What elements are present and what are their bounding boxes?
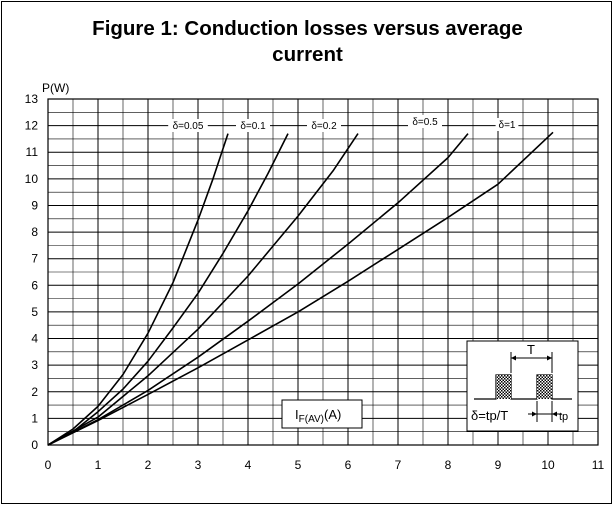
x-axis-label-unit: (A) <box>324 407 341 422</box>
duty-cycle-inset: T δ=tp/T tp <box>466 340 579 432</box>
x-tick-label: 11 <box>592 458 605 472</box>
y-tick-label: 5 <box>31 305 38 319</box>
chart-title-line-2: current <box>272 43 343 66</box>
series-lines: δ=0.05 δ=0.1 δ=0.2 δ=0.5 δ=1 <box>47 115 554 446</box>
y-tick-label: 4 <box>31 332 38 346</box>
series-label-bg <box>408 115 442 128</box>
x-axis-label-box: IF(AV)(A) <box>281 399 363 429</box>
x-tick-label: 10 <box>541 458 555 472</box>
pulse-2 <box>537 375 552 399</box>
series-label-bg <box>307 119 341 132</box>
x-axis-label-main: I <box>295 407 299 422</box>
y-tick-label: 9 <box>31 198 38 212</box>
y-tick-label: 7 <box>31 252 38 266</box>
series-label-1: δ=0.05 <box>173 121 204 132</box>
series-label-bg <box>236 119 270 132</box>
y-tick-label: 1 <box>31 411 38 425</box>
series-line-5 <box>47 131 554 446</box>
x-tick-label: 8 <box>445 458 452 472</box>
chart-title-line-1: Figure 1: Conduction losses versus avera… <box>92 17 523 40</box>
series-line-3 <box>47 133 359 446</box>
pulse-1 <box>496 375 511 399</box>
y-tick-label: 11 <box>26 145 39 159</box>
period-label: T <box>527 342 535 357</box>
series-line-1 <box>47 133 229 446</box>
series-label-2: δ=0.1 <box>240 121 266 132</box>
x-axis-label-sub: F(AV) <box>299 414 324 425</box>
y-tick-label: 0 <box>31 438 38 452</box>
series-label-3: δ=0.2 <box>311 121 337 132</box>
x-tick-label: 7 <box>395 458 402 472</box>
x-tick-label: 5 <box>295 458 302 472</box>
y-tick-label: 3 <box>31 358 38 372</box>
duty-label: δ=tp/T <box>471 408 508 423</box>
y-tick-label: 10 <box>25 172 39 186</box>
y-tick-label: 2 <box>31 385 38 399</box>
x-axis-label: IF(AV)(A) <box>295 407 341 425</box>
x-tick-label: 2 <box>145 458 152 472</box>
grid <box>47 98 599 446</box>
series-label-5: δ=1 <box>499 120 516 131</box>
series-label-4: δ=0.5 <box>412 117 438 128</box>
x-tick-label: 4 <box>245 458 252 472</box>
x-tick-label: 6 <box>345 458 352 472</box>
y-tick-label: 8 <box>31 225 38 239</box>
series-line-4 <box>47 133 469 446</box>
series-label-bg <box>495 118 519 131</box>
chart-title: Figure 1: Conduction losses versus avera… <box>0 16 615 68</box>
series-label-bg <box>168 119 208 132</box>
x-tick-label: 3 <box>195 458 202 472</box>
y-tick-label: 12 <box>25 119 39 133</box>
y-tick-label: 6 <box>31 278 38 292</box>
y-tick-label: 13 <box>25 92 39 106</box>
x-tick-label: 9 <box>495 458 502 472</box>
x-tick-label: 1 <box>95 458 102 472</box>
x-tick-label: 0 <box>45 458 52 472</box>
tp-label: tp <box>559 411 568 423</box>
y-axis-label: P(W) <box>42 81 69 95</box>
axis-box <box>47 98 599 446</box>
series-line-2 <box>47 133 289 446</box>
